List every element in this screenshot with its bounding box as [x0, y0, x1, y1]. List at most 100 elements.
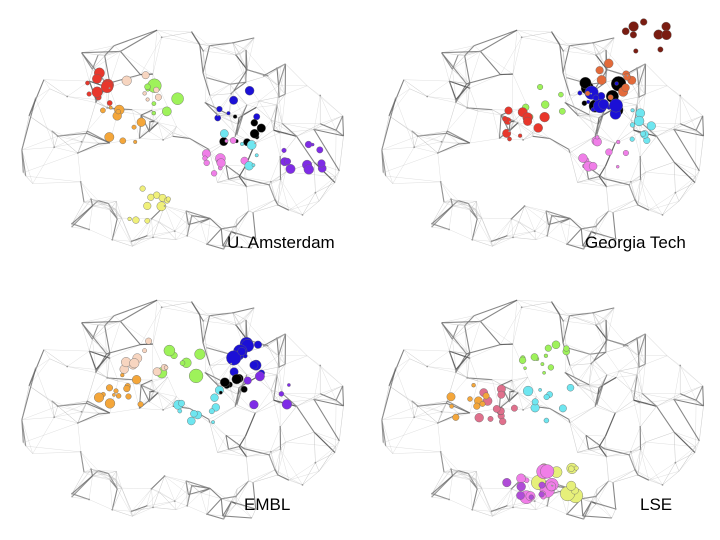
- network-node: [431, 492, 433, 495]
- network-node: [639, 448, 642, 451]
- network-node: [119, 137, 127, 145]
- network-node: [276, 337, 278, 340]
- network-node: [232, 311, 234, 314]
- network-node: [564, 101, 567, 104]
- network-node: [471, 382, 476, 388]
- network-node: [502, 478, 512, 488]
- network-node: [237, 123, 240, 126]
- network-node: [108, 357, 111, 359]
- network-node: [262, 74, 265, 77]
- network-node: [105, 384, 113, 392]
- network-node: [119, 320, 122, 323]
- network-node: [468, 357, 471, 359]
- network-node: [242, 353, 248, 359]
- network-node: [546, 504, 549, 507]
- network-node: [144, 217, 151, 224]
- network-node: [509, 390, 511, 393]
- network-node: [528, 494, 534, 500]
- network-node: [90, 468, 92, 470]
- network-node: [562, 50, 565, 52]
- network-node: [230, 92, 233, 95]
- panel-label: U. Amsterdam: [227, 233, 335, 252]
- network-node: [595, 54, 597, 56]
- network-node: [266, 344, 269, 347]
- network-node: [139, 185, 146, 192]
- network-node: [145, 97, 150, 102]
- network-node: [448, 498, 450, 501]
- network-node: [285, 163, 296, 174]
- network-node: [316, 146, 324, 154]
- network-node: [279, 426, 282, 428]
- network-node: [479, 50, 482, 53]
- network-node: [603, 58, 614, 69]
- network-node: [638, 366, 640, 368]
- network-node: [592, 41, 594, 44]
- network-node: [634, 115, 645, 127]
- network-node: [634, 198, 636, 201]
- network-node: [108, 87, 111, 89]
- network-node: [629, 31, 637, 39]
- network-node: [230, 362, 233, 365]
- network-node: [233, 114, 238, 119]
- network-node: [268, 183, 270, 186]
- network-graph: [21, 29, 345, 250]
- network-node: [522, 409, 524, 411]
- network-node: [80, 140, 83, 143]
- network-node: [216, 105, 223, 113]
- network-node: [471, 508, 474, 511]
- network-node: [436, 422, 439, 424]
- network-node: [577, 384, 579, 387]
- network-node: [274, 468, 276, 471]
- network-node: [577, 90, 583, 96]
- network-node: [230, 500, 233, 503]
- network-node: [633, 48, 639, 54]
- network-node: [538, 491, 545, 498]
- network-node: [661, 21, 671, 32]
- network-node: [186, 234, 189, 237]
- network-node: [490, 510, 493, 513]
- network-node: [639, 178, 642, 181]
- network-node: [111, 508, 114, 511]
- network-node: [112, 393, 116, 397]
- network-node: [92, 73, 102, 84]
- network-node: [597, 393, 600, 396]
- network-node: [211, 170, 218, 177]
- network-node: [123, 385, 131, 393]
- network-node: [66, 365, 69, 368]
- network-node: [254, 238, 257, 240]
- network-node: [179, 360, 186, 366]
- network-panel-georgia-tech: Georgia Tech: [360, 0, 720, 270]
- network-node: [530, 353, 539, 361]
- network-node: [235, 495, 237, 498]
- network-node: [314, 191, 317, 194]
- network-node: [616, 164, 620, 169]
- network-node: [586, 99, 591, 104]
- network-node: [607, 94, 614, 101]
- network-node: [616, 139, 621, 145]
- network-node: [523, 366, 527, 370]
- network-node: [595, 225, 597, 228]
- network-node: [163, 205, 166, 207]
- network-node: [467, 396, 473, 402]
- network-node: [186, 504, 189, 507]
- network-node: [149, 390, 151, 393]
- network-node: [88, 498, 90, 501]
- network-node: [413, 146, 416, 149]
- network-node: [543, 393, 550, 400]
- network-node: [533, 500, 536, 502]
- network-node: [639, 426, 642, 428]
- network-node: [533, 230, 536, 233]
- network-node: [129, 358, 140, 369]
- network-node: [533, 123, 543, 133]
- network-node: [473, 402, 481, 410]
- network-node: [468, 87, 471, 89]
- network-node: [602, 114, 604, 116]
- network-node: [679, 94, 682, 97]
- network-node: [566, 480, 577, 491]
- network-node: [605, 455, 608, 458]
- network-node: [436, 152, 439, 154]
- network-node: [564, 371, 567, 374]
- network-node: [132, 375, 142, 385]
- network-node: [279, 156, 282, 158]
- network-node: [614, 81, 619, 86]
